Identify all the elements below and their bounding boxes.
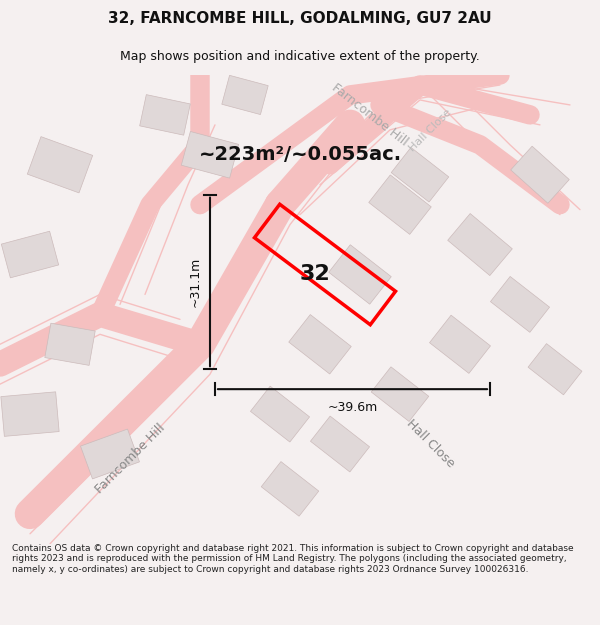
- Polygon shape: [222, 76, 268, 114]
- Polygon shape: [490, 276, 550, 332]
- Polygon shape: [448, 214, 512, 276]
- Polygon shape: [250, 386, 310, 442]
- Polygon shape: [181, 131, 239, 178]
- Polygon shape: [140, 94, 190, 135]
- Text: Farncombe Hill: Farncombe Hill: [92, 422, 167, 496]
- Polygon shape: [1, 231, 59, 278]
- Text: ~223m²/~0.055ac.: ~223m²/~0.055ac.: [199, 145, 401, 164]
- Text: ~39.6m: ~39.6m: [328, 401, 377, 414]
- Text: Farncombe Hill: Farncombe Hill: [329, 81, 410, 149]
- Polygon shape: [528, 344, 582, 395]
- Polygon shape: [371, 367, 429, 421]
- Text: Map shows position and indicative extent of the property.: Map shows position and indicative extent…: [120, 50, 480, 62]
- Polygon shape: [45, 323, 95, 366]
- Text: 32: 32: [299, 264, 331, 284]
- Polygon shape: [310, 416, 370, 472]
- Polygon shape: [391, 148, 449, 202]
- Text: Contains OS data © Crown copyright and database right 2021. This information is : Contains OS data © Crown copyright and d…: [12, 544, 574, 574]
- Polygon shape: [28, 137, 92, 193]
- Polygon shape: [80, 429, 139, 479]
- Text: Hall Close: Hall Close: [407, 107, 453, 153]
- Polygon shape: [289, 314, 351, 374]
- Polygon shape: [369, 175, 431, 234]
- Polygon shape: [1, 392, 59, 436]
- Polygon shape: [261, 462, 319, 516]
- Polygon shape: [511, 146, 569, 203]
- Text: Hall Close: Hall Close: [403, 418, 457, 471]
- Polygon shape: [329, 245, 391, 304]
- Text: ~31.1m: ~31.1m: [188, 257, 202, 307]
- Polygon shape: [430, 315, 490, 373]
- Text: 32, FARNCOMBE HILL, GODALMING, GU7 2AU: 32, FARNCOMBE HILL, GODALMING, GU7 2AU: [108, 11, 492, 26]
